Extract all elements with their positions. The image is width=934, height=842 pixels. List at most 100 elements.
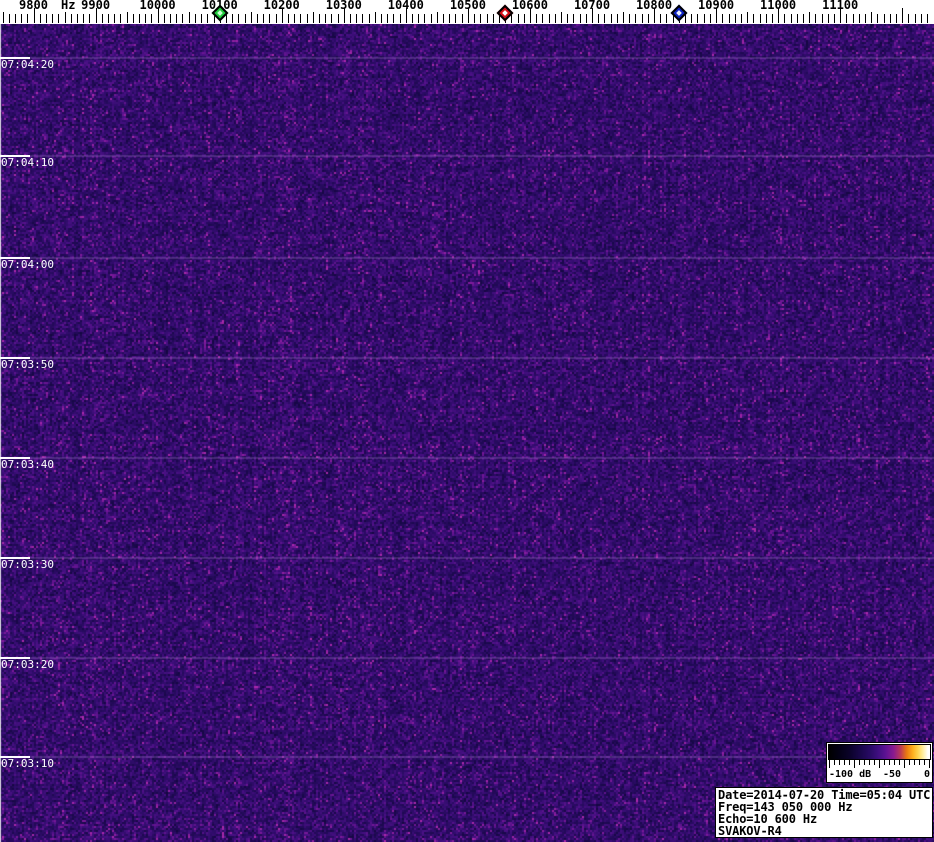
freq-tick-9750 [2, 12, 4, 23]
freq-label-10400: 10400 [387, 0, 424, 12]
freq-tick-9780 [21, 14, 23, 23]
freq-label-10200: 10200 [263, 0, 300, 12]
freq-tick-10600 [529, 8, 531, 23]
frequency-unit-label: Hz [61, 0, 76, 12]
info-date-time: Date=2014-07-20 Time=05:04 UTC [718, 788, 931, 802]
db-tick [879, 760, 880, 768]
red-marker-core [502, 10, 508, 16]
info-station: SVAKOV-R4 [718, 824, 782, 838]
freq-tick-10960 [753, 14, 755, 23]
freq-tick-11040 [802, 14, 804, 23]
freq-tick-10320 [356, 14, 358, 23]
freq-tick-11090 [834, 14, 835, 23]
freq-tick-11120 [852, 14, 854, 23]
freq-tick-10740 [616, 14, 618, 23]
freq-label-10900: 10900 [698, 0, 735, 12]
db-tick [884, 760, 885, 765]
time-tick-line [0, 756, 30, 758]
freq-tick-10420 [418, 14, 420, 23]
db-tick [854, 760, 855, 768]
freq-tick-10030 [176, 14, 178, 23]
freq-tick-10660 [567, 14, 569, 23]
freq-tick-9970 [139, 14, 140, 23]
freq-label-10800: 10800 [635, 0, 673, 12]
freq-tick-9990 [151, 14, 153, 23]
freq-tick-9960 [132, 14, 134, 23]
freq-tick-10710 [598, 14, 600, 23]
freq-tick-10290 [337, 14, 339, 23]
freq-tick-10330 [362, 14, 364, 23]
freq-tick-9790 [27, 14, 29, 23]
freq-tick-11220 [914, 14, 916, 23]
freq-tick-10440 [430, 14, 432, 23]
freq-tick-10200 [281, 8, 283, 23]
freq-tick-10460 [443, 14, 444, 23]
freq-label-10700: 10700 [573, 0, 611, 12]
freq-tick-10570 [511, 14, 513, 23]
freq-tick-11080 [827, 14, 829, 23]
freq-tick-10130 [238, 14, 240, 23]
freq-tick-10140 [244, 14, 246, 23]
frequency-axis: Hz 9800990010000101001020010300104001050… [0, 0, 934, 24]
time-label: 07:03:50 [1, 358, 54, 371]
freq-tick-10350 [374, 12, 376, 23]
freq-tick-10050 [188, 12, 190, 23]
freq-label-9900: 9900 [81, 0, 111, 12]
freq-tick-9810 [39, 14, 41, 23]
freq-tick-10410 [412, 14, 413, 23]
freq-label-10000: 10000 [139, 0, 176, 12]
status-info-box: Date=2014-07-20 Time=05:04 UTC Freq=143 … [715, 787, 933, 838]
freq-tick-9880 [83, 14, 85, 23]
freq-tick-11140 [865, 14, 866, 23]
freq-tick-11210 [908, 14, 910, 23]
freq-tick-11020 [790, 14, 792, 23]
db-tick [839, 760, 840, 765]
db-tick [859, 760, 860, 765]
freq-tick-10590 [523, 14, 525, 23]
freq-tick-9870 [76, 14, 78, 23]
freq-tick-10870 [697, 14, 699, 23]
freq-tick-10340 [368, 14, 370, 23]
freq-tick-10230 [300, 14, 302, 23]
db-tick [869, 760, 870, 765]
freq-tick-10160 [256, 14, 258, 23]
freq-tick-10580 [517, 14, 519, 23]
freq-tick-10400 [405, 8, 407, 23]
time-label: 07:04:20 [1, 58, 54, 71]
freq-label-11000: 11000 [760, 0, 797, 12]
freq-tick-10930 [734, 14, 736, 23]
freq-tick-10900 [716, 8, 718, 23]
freq-tick-9980 [145, 14, 147, 23]
freq-tick-10860 [691, 14, 693, 23]
db-tick [864, 760, 865, 765]
freq-tick-10750 [623, 12, 624, 23]
db-tick [914, 760, 915, 765]
freq-tick-10530 [486, 14, 488, 23]
freq-tick-10630 [548, 14, 550, 23]
freq-tick-9850 [64, 12, 66, 23]
freq-tick-11070 [821, 14, 823, 23]
freq-tick-9940 [120, 14, 122, 23]
freq-tick-11030 [796, 14, 798, 23]
time-tick-line [0, 657, 30, 659]
freq-tick-11100 [840, 8, 842, 23]
time-tick-line [0, 357, 30, 359]
freq-tick-10080 [207, 14, 209, 23]
waterfall-display[interactable] [0, 24, 934, 842]
freq-tick-10830 [672, 14, 674, 23]
freq-tick-10810 [660, 14, 662, 23]
time-label: 07:03:40 [1, 458, 54, 471]
db-tick [899, 760, 900, 765]
freq-tick-10360 [381, 14, 382, 23]
freq-tick-9800 [33, 8, 35, 23]
freq-tick-10310 [350, 14, 351, 23]
freq-tick-10380 [393, 14, 395, 23]
db-tick [889, 760, 890, 765]
freq-tick-10060 [194, 14, 196, 23]
freq-tick-10220 [294, 14, 296, 23]
freq-tick-9900 [95, 8, 97, 23]
freq-tick-11150 [871, 12, 873, 23]
freq-tick-10210 [287, 14, 289, 23]
db-tick [904, 760, 905, 768]
time-label: 07:03:20 [1, 658, 54, 671]
